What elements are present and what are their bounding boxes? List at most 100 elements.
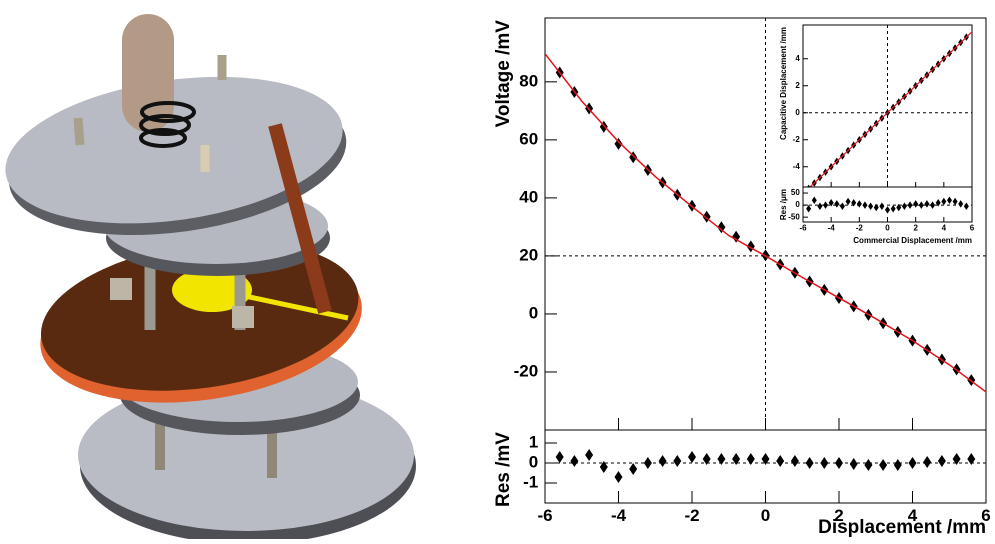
y-tick-label: 50 [791, 188, 800, 197]
data-point [913, 200, 919, 208]
electrode [172, 268, 252, 312]
data-point [856, 200, 862, 208]
data-point [805, 457, 814, 469]
data-point [896, 203, 902, 212]
x-tick-label: -2 [684, 506, 699, 525]
y-tick-label: -2 [793, 135, 801, 144]
y-tick-label: 0 [795, 108, 800, 117]
data-point [862, 201, 868, 209]
data-point [879, 202, 885, 211]
coil [140, 101, 196, 123]
data-point [732, 453, 741, 465]
data-point [806, 204, 812, 213]
y-tick-label: 0 [529, 303, 538, 322]
data-point [879, 459, 888, 471]
data-point [958, 200, 964, 208]
y-tick-label: 80 [519, 71, 538, 90]
screw [73, 117, 85, 146]
data-point [901, 202, 907, 211]
data-point [952, 453, 961, 465]
brown-rod [268, 123, 332, 314]
panel: -50 0 50 -6 -4 -2 0 2 4 6 Res /μm Commercial Displa… [779, 186, 975, 245]
x-tick-label: 6 [981, 506, 990, 525]
y-axis-label: Voltage /mV [493, 20, 514, 128]
data-point [732, 230, 741, 243]
data-point [817, 202, 823, 211]
data-point [717, 221, 726, 234]
data-point [820, 457, 829, 469]
panel: -4 -2 0 2 4 Capacitive Displacement /mm [779, 24, 973, 193]
x-tick-label: -6 [799, 224, 807, 233]
data-point [873, 203, 879, 212]
x-tick-label: -6 [537, 506, 552, 525]
data-point [946, 196, 952, 205]
y-tick-label: -1 [523, 472, 538, 491]
x-tick-label: -2 [856, 224, 864, 233]
data-point [629, 463, 638, 475]
data-point [967, 453, 976, 465]
coil [139, 128, 187, 148]
data-point [885, 206, 890, 214]
y-tick-label: 60 [519, 129, 538, 148]
y-axis-label: Res /μm [779, 189, 788, 220]
data-point [673, 455, 682, 467]
x-tick-label: -4 [828, 224, 836, 233]
data-point [761, 453, 770, 465]
data-point [614, 471, 623, 483]
data-point [823, 201, 829, 209]
fit-line [809, 31, 972, 187]
data-point [930, 201, 936, 209]
data-point [790, 455, 799, 467]
data-point [585, 449, 594, 461]
data-point [643, 457, 652, 469]
y-tick-label: 2 [795, 81, 800, 90]
y-tick-label: -20 [514, 361, 539, 380]
top-disc [5, 76, 347, 235]
data-point [811, 196, 817, 205]
data-point [907, 201, 913, 209]
data-point [828, 198, 834, 207]
sensor-render [5, 14, 416, 544]
data-point [776, 455, 785, 467]
x-tick-label: 0 [885, 224, 890, 233]
spring [232, 306, 254, 328]
y-tick-label: 40 [519, 187, 538, 206]
data-point [839, 202, 845, 211]
y-tick-label: 0 [529, 452, 538, 471]
data-point [599, 461, 608, 473]
data-point [834, 200, 840, 208]
spring [110, 278, 132, 300]
data-point [570, 455, 579, 467]
data-point [845, 197, 851, 206]
data-point [890, 204, 896, 213]
x-tick-label: 6 [970, 224, 975, 233]
data-point [702, 453, 711, 465]
data-point [864, 459, 873, 471]
data-point [688, 451, 696, 463]
coil [139, 114, 191, 136]
x-tick-label: -4 [611, 506, 627, 525]
x-tick-label: 2 [913, 224, 918, 233]
x-axis-label: Commercial Displacement /mm [853, 236, 972, 245]
y-tick-label: 20 [519, 245, 538, 264]
data-point [908, 457, 917, 469]
data-point [849, 458, 858, 470]
y-tick-label: 0 [795, 200, 800, 209]
data-point [835, 457, 843, 469]
data-point [923, 456, 932, 468]
fit-line [545, 53, 986, 393]
x-tick-label: 4 [942, 224, 947, 233]
data-point [918, 201, 924, 209]
data-point [717, 453, 726, 465]
y-axis-label: Res /mV [493, 432, 514, 507]
data-point [963, 202, 969, 211]
data-point [952, 197, 958, 206]
y-axis-label: Capacitive Displacement /mm [779, 27, 788, 140]
x-axis-label: Displacement /mm [818, 517, 986, 538]
disc [5, 76, 343, 224]
data-point [937, 455, 946, 467]
